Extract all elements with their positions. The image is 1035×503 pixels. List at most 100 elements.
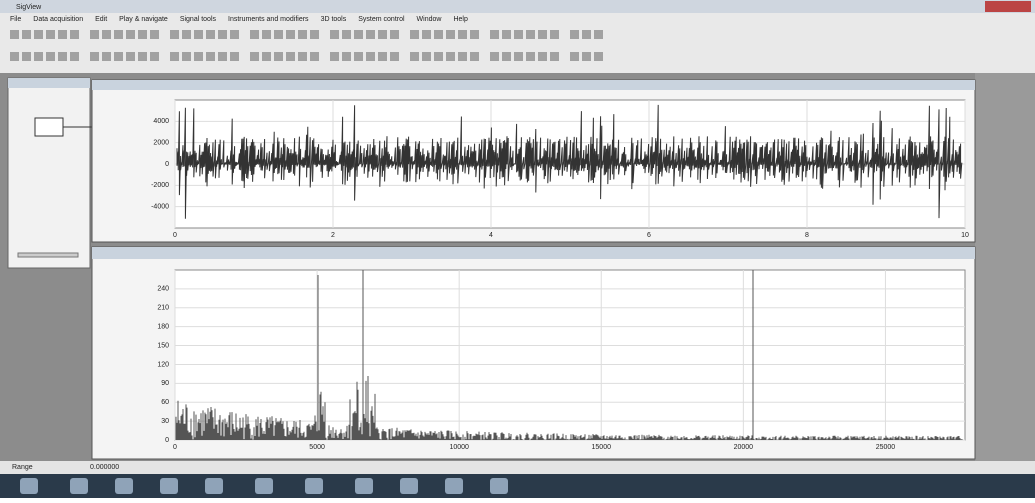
menu-item[interactable]: System control	[358, 16, 405, 23]
tool-button[interactable]	[70, 30, 79, 39]
tool-button[interactable]	[34, 30, 43, 39]
tool-button[interactable]	[90, 30, 99, 39]
tool-button[interactable]	[458, 30, 467, 39]
tool-button[interactable]	[514, 30, 523, 39]
tool-button[interactable]	[194, 52, 203, 61]
task-icon[interactable]	[255, 478, 273, 494]
tool-button[interactable]	[594, 52, 603, 61]
tool-button[interactable]	[230, 52, 239, 61]
tool-button[interactable]	[22, 52, 31, 61]
menu-item[interactable]: Instruments and modifiers	[228, 16, 309, 23]
tool-button[interactable]	[58, 52, 67, 61]
tool-button[interactable]	[422, 52, 431, 61]
tool-button[interactable]	[354, 52, 363, 61]
tool-button[interactable]	[434, 52, 443, 61]
tool-button[interactable]	[218, 30, 227, 39]
tool-button[interactable]	[138, 30, 147, 39]
tool-button[interactable]	[582, 52, 591, 61]
tool-button[interactable]	[366, 30, 375, 39]
tool-button[interactable]	[310, 52, 319, 61]
tool-button[interactable]	[538, 52, 547, 61]
slider[interactable]	[18, 253, 78, 257]
signal-icon[interactable]	[35, 118, 63, 136]
tool-button[interactable]	[354, 30, 363, 39]
tool-button[interactable]	[262, 30, 271, 39]
tool-button[interactable]	[138, 52, 147, 61]
tool-button[interactable]	[262, 52, 271, 61]
tool-button[interactable]	[330, 52, 339, 61]
tool-button[interactable]	[514, 52, 523, 61]
task-icon[interactable]	[445, 478, 463, 494]
tool-button[interactable]	[298, 52, 307, 61]
tool-button[interactable]	[458, 52, 467, 61]
tool-button[interactable]	[286, 52, 295, 61]
tool-button[interactable]	[526, 52, 535, 61]
tool-button[interactable]	[286, 30, 295, 39]
tool-button[interactable]	[470, 30, 479, 39]
tool-button[interactable]	[342, 52, 351, 61]
tool-button[interactable]	[218, 52, 227, 61]
tool-button[interactable]	[250, 52, 259, 61]
tool-button[interactable]	[378, 30, 387, 39]
tool-button[interactable]	[150, 52, 159, 61]
tool-button[interactable]	[102, 52, 111, 61]
tool-button[interactable]	[206, 30, 215, 39]
tool-button[interactable]	[310, 30, 319, 39]
tool-button[interactable]	[34, 52, 43, 61]
task-icon[interactable]	[305, 478, 323, 494]
tool-button[interactable]	[330, 30, 339, 39]
tool-button[interactable]	[550, 30, 559, 39]
tool-button[interactable]	[526, 30, 535, 39]
tool-button[interactable]	[274, 30, 283, 39]
tool-button[interactable]	[570, 52, 579, 61]
tool-button[interactable]	[170, 30, 179, 39]
tool-button[interactable]	[150, 30, 159, 39]
tool-button[interactable]	[422, 30, 431, 39]
tool-button[interactable]	[446, 30, 455, 39]
tool-button[interactable]	[274, 52, 283, 61]
tool-button[interactable]	[46, 30, 55, 39]
tool-button[interactable]	[230, 30, 239, 39]
menu-item[interactable]: File	[10, 16, 21, 23]
tool-button[interactable]	[10, 30, 19, 39]
tool-button[interactable]	[102, 30, 111, 39]
menu-item[interactable]: Help	[453, 16, 468, 23]
tool-button[interactable]	[502, 30, 511, 39]
tool-button[interactable]	[182, 52, 191, 61]
tool-button[interactable]	[170, 52, 179, 61]
tool-button[interactable]	[378, 52, 387, 61]
tool-button[interactable]	[182, 30, 191, 39]
menu-item[interactable]: Window	[417, 16, 443, 23]
tool-button[interactable]	[366, 52, 375, 61]
tool-button[interactable]	[446, 52, 455, 61]
tool-button[interactable]	[410, 30, 419, 39]
tool-button[interactable]	[410, 52, 419, 61]
tool-button[interactable]	[434, 30, 443, 39]
tool-button[interactable]	[390, 52, 399, 61]
menu-item[interactable]: Play & navigate	[119, 16, 168, 23]
task-icon[interactable]	[20, 478, 38, 494]
tool-button[interactable]	[490, 52, 499, 61]
task-icon[interactable]	[160, 478, 178, 494]
tool-button[interactable]	[194, 30, 203, 39]
tool-button[interactable]	[90, 52, 99, 61]
tool-button[interactable]	[594, 30, 603, 39]
window-controls[interactable]	[985, 1, 1031, 12]
tool-button[interactable]	[538, 30, 547, 39]
menu-item[interactable]: Edit	[95, 16, 107, 23]
tool-button[interactable]	[114, 30, 123, 39]
tool-button[interactable]	[126, 30, 135, 39]
menu-item[interactable]: Signal tools	[180, 16, 217, 23]
task-icon[interactable]	[400, 478, 418, 494]
tool-button[interactable]	[46, 52, 55, 61]
task-icon[interactable]	[70, 478, 88, 494]
menu-item[interactable]: Data acquisition	[33, 16, 83, 23]
tool-button[interactable]	[490, 30, 499, 39]
task-icon[interactable]	[115, 478, 133, 494]
tool-button[interactable]	[550, 52, 559, 61]
tool-button[interactable]	[298, 30, 307, 39]
tool-button[interactable]	[10, 52, 19, 61]
tool-button[interactable]	[390, 30, 399, 39]
tool-button[interactable]	[58, 30, 67, 39]
tool-button[interactable]	[250, 30, 259, 39]
